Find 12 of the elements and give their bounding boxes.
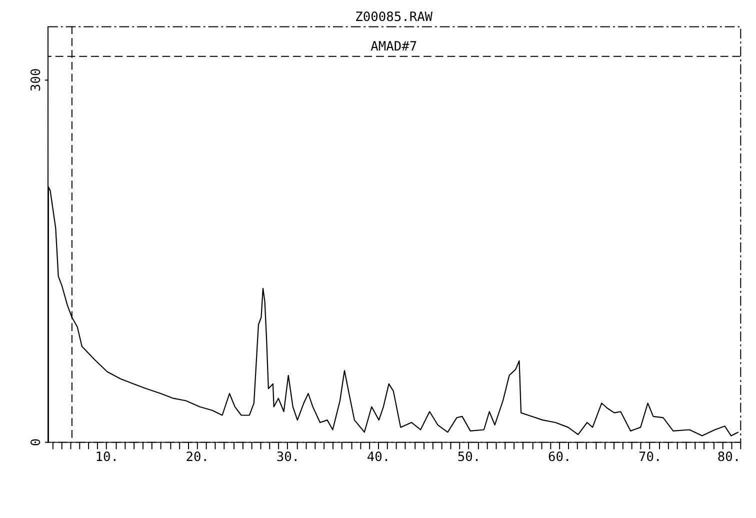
y-tick-label: 0 [29,438,44,446]
x-tick-label: 30. [276,450,300,466]
ref-line-label: AMAD#7 [370,39,418,54]
x-tick-label: 80. [717,450,741,466]
x-tick-label: 40. [366,450,390,466]
chart-title: Z00085.RAW [355,10,433,25]
x-tick-label: 10. [95,450,118,466]
x-tick-label: 20. [186,450,210,466]
y-tick-label: 300 [29,68,44,92]
x-tick-label: 70. [638,450,662,466]
x-tick-label: 60. [548,450,572,466]
x-tick-label: 50. [457,450,481,466]
